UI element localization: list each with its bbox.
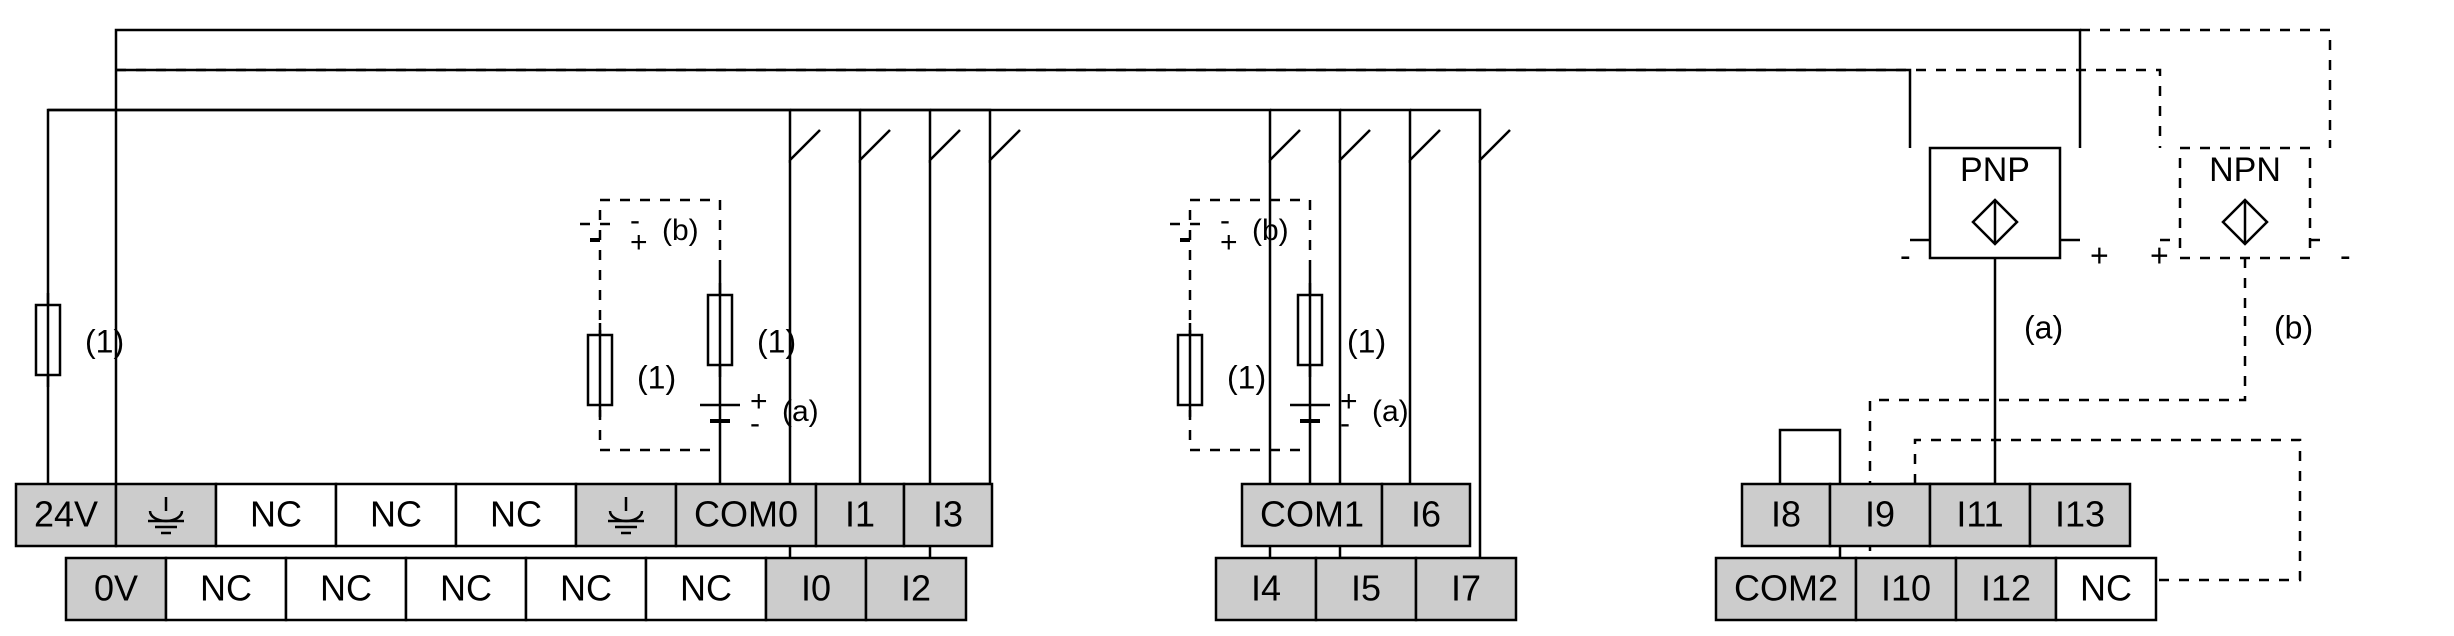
wire bbox=[790, 110, 890, 160]
svg-text:(1): (1) bbox=[637, 359, 676, 395]
terminal-label-bI12: I12 bbox=[1981, 568, 2031, 609]
terminal-label-bNC1: NC bbox=[200, 568, 252, 609]
wire bbox=[1410, 110, 1510, 160]
wire bbox=[600, 200, 720, 450]
terminal-label-b0V: 0V bbox=[94, 568, 138, 609]
terminal-label-tCOM1: COM1 bbox=[1260, 494, 1364, 535]
svg-text:(1): (1) bbox=[85, 323, 124, 359]
terminal-label-tNC2: NC bbox=[370, 494, 422, 535]
wire bbox=[960, 160, 990, 484]
terminal-label-bNC3: NC bbox=[440, 568, 492, 609]
terminal-label-bI2: I2 bbox=[901, 568, 931, 609]
wire bbox=[1340, 110, 1440, 160]
wire bbox=[48, 110, 820, 280]
svg-text:(a): (a) bbox=[2024, 309, 2063, 345]
svg-text:(1): (1) bbox=[1347, 323, 1386, 359]
svg-text:(1): (1) bbox=[1227, 359, 1266, 395]
terminal-label-bI5: I5 bbox=[1351, 568, 1381, 609]
terminal-label-bNC2: NC bbox=[320, 568, 372, 609]
terminal-label-bI4: I4 bbox=[1251, 568, 1281, 609]
terminal-label-tI3: I3 bbox=[933, 494, 963, 535]
wire bbox=[1190, 200, 1310, 450]
terminal-label-tI9: I9 bbox=[1865, 494, 1895, 535]
terminal-label-tNC3: NC bbox=[490, 494, 542, 535]
svg-text:(a): (a) bbox=[1372, 395, 1409, 428]
terminal-label-tI13: I13 bbox=[2055, 494, 2105, 535]
svg-text:(b): (b) bbox=[2274, 309, 2313, 345]
terminal-label-bI10: I10 bbox=[1881, 568, 1931, 609]
terminal-label-tCOM0: COM0 bbox=[694, 494, 798, 535]
terminal-label-t24V: 24V bbox=[34, 494, 98, 535]
svg-text:-: - bbox=[1340, 407, 1350, 440]
terminal-label-tNC1: NC bbox=[250, 494, 302, 535]
svg-text:(b): (b) bbox=[1252, 214, 1289, 247]
wire bbox=[48, 110, 1300, 160]
wire bbox=[930, 110, 1020, 160]
svg-text:PNP: PNP bbox=[1960, 151, 2030, 189]
svg-text:-: - bbox=[2340, 237, 2351, 273]
terminal-label-bNC6: NC bbox=[2080, 568, 2132, 609]
terminal-label-bNC4: NC bbox=[560, 568, 612, 609]
terminal-label-bI0: I0 bbox=[801, 568, 831, 609]
svg-text:-: - bbox=[1900, 237, 1911, 273]
wire bbox=[2080, 30, 2330, 148]
svg-text:-: - bbox=[750, 407, 760, 440]
terminal-label-tI8: I8 bbox=[1771, 494, 1801, 535]
wire bbox=[116, 30, 2080, 484]
terminal-tGND2 bbox=[576, 484, 676, 546]
svg-text:NPN: NPN bbox=[2209, 151, 2281, 189]
terminal-label-bNC5: NC bbox=[680, 568, 732, 609]
terminal-label-tI6: I6 bbox=[1411, 494, 1441, 535]
wire bbox=[1270, 110, 1370, 160]
terminal-label-tI1: I1 bbox=[845, 494, 875, 535]
svg-text:(a): (a) bbox=[782, 395, 819, 428]
terminal-label-bI7: I7 bbox=[1451, 568, 1481, 609]
svg-text:(b): (b) bbox=[662, 214, 699, 247]
svg-text:+: + bbox=[2150, 237, 2169, 273]
svg-text:(1): (1) bbox=[757, 323, 796, 359]
terminal-tGND1 bbox=[116, 484, 216, 546]
svg-text:+: + bbox=[2090, 237, 2109, 273]
svg-text:+: + bbox=[630, 226, 648, 259]
svg-text:+: + bbox=[1220, 226, 1238, 259]
wire bbox=[860, 110, 960, 160]
terminal-label-bCOM2: COM2 bbox=[1734, 568, 1838, 609]
terminal-label-tI11: I11 bbox=[1956, 494, 2003, 535]
